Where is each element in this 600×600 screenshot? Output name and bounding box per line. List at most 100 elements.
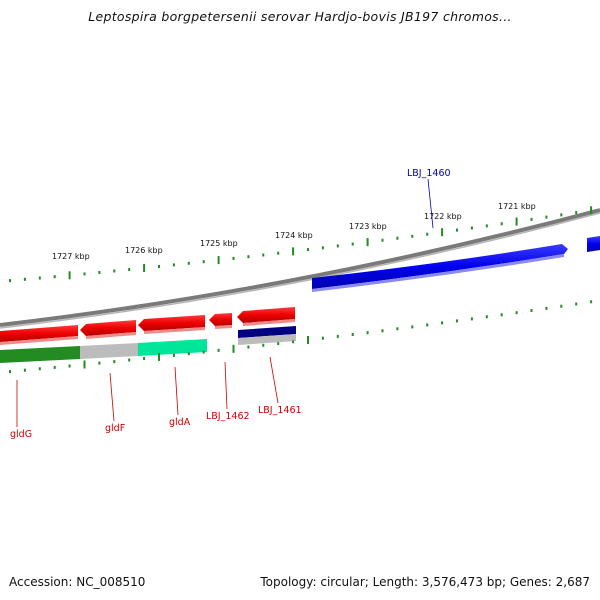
lower-ring-minor-tick <box>143 357 146 360</box>
lower-ring-minor-tick <box>217 348 220 352</box>
cog-feature-gldF <box>80 343 138 359</box>
scale-ticks-lower <box>9 300 593 374</box>
upper-ring-minor-tick <box>530 217 533 221</box>
scale-ticks-upper <box>9 206 593 283</box>
gene-gldA[interactable] <box>138 315 205 331</box>
upper-ring-major-tick <box>68 271 71 280</box>
lower-ring-minor-tick <box>187 352 190 356</box>
lower-ring-minor-tick <box>292 340 295 344</box>
lower-ring-minor-tick <box>590 300 593 304</box>
leader-gldF <box>109 372 115 422</box>
gene-label-gldA[interactable]: gldA <box>169 417 191 428</box>
scale-label-1721: 1721 kbp <box>498 202 536 211</box>
upper-ring-minor-tick <box>381 238 384 242</box>
gene-label-lbj1460[interactable]: LBJ_1460 <box>407 168 451 179</box>
cog-feature-gldG <box>0 346 80 363</box>
scale-label-1722: 1722 kbp <box>424 212 462 221</box>
lower-ring-major-tick <box>232 344 235 353</box>
upper-ring-minor-tick <box>545 215 548 219</box>
lower-ring-major-tick <box>83 360 86 369</box>
upper-ring-minor-tick <box>456 228 458 232</box>
lower-ring-minor-tick <box>172 353 175 357</box>
lower-ring-minor-tick <box>277 342 280 346</box>
lower-ring-minor-tick <box>53 365 56 369</box>
upper-ring-minor-tick <box>98 271 101 274</box>
gene-label-lbj1462[interactable]: LBJ_1462 <box>206 411 250 422</box>
upper-ring-minor-tick <box>396 236 399 240</box>
scale-label-1726: 1726 kbp <box>125 246 163 255</box>
upper-ring-minor-tick <box>172 263 175 267</box>
upper-ring-minor-tick <box>307 248 309 252</box>
upper-ring-minor-tick <box>113 269 116 273</box>
lower-ring-minor-tick <box>9 370 11 374</box>
upper-ring-minor-tick <box>500 222 503 226</box>
scale-label-1725: 1725 kbp <box>200 239 238 248</box>
upper-ring-major-tick <box>441 228 444 237</box>
upper-ring-major-tick <box>590 206 593 215</box>
gene-label-gldF[interactable]: gldF <box>105 423 125 434</box>
lower-ring-minor-tick <box>128 358 131 362</box>
upper-ring-minor-tick <box>262 253 265 257</box>
upper-ring-minor-tick <box>247 255 250 259</box>
scale-label-1724: 1724 kbp <box>275 231 313 240</box>
lower-ring-minor-tick <box>515 311 518 315</box>
gene-lbj1460[interactable] <box>312 244 568 289</box>
upper-ring-minor-tick <box>232 256 235 260</box>
upper-ring-minor-tick <box>321 246 324 250</box>
lower-ring-minor-tick <box>38 367 41 371</box>
chromosome-backbone-outer <box>0 208 600 327</box>
lower-ring-minor-tick <box>23 368 26 372</box>
upper-ring-minor-tick <box>411 234 414 238</box>
upper-ring-major-tick <box>143 264 146 272</box>
accession-info: Accession: NC_008510 <box>9 575 146 589</box>
lower-ring-minor-tick <box>113 360 116 364</box>
gene-forward-right-edge[interactable] <box>587 236 600 252</box>
upper-ring-minor-tick <box>485 224 488 228</box>
upper-ring-minor-tick <box>128 268 131 271</box>
gene-label-gldG[interactable]: gldG <box>10 429 32 440</box>
lower-ring-minor-tick <box>351 333 354 336</box>
lower-ring-minor-tick <box>560 304 563 308</box>
upper-ring-minor-tick <box>336 244 339 248</box>
genome-stats: Topology: circular; Length: 3,576,473 bp… <box>260 575 590 589</box>
upper-ring-minor-tick <box>9 279 11 283</box>
lower-ring-minor-tick <box>545 306 548 310</box>
leader-gldA <box>174 366 179 416</box>
lower-ring-minor-tick <box>321 336 324 340</box>
lower-ring-minor-tick <box>411 325 414 329</box>
lower-ring-minor-tick <box>456 319 458 323</box>
upper-ring-minor-tick <box>158 265 160 268</box>
gene-lbj1461[interactable] <box>237 307 295 323</box>
upper-ring-minor-tick <box>23 277 26 281</box>
map-title: Leptospira borgpetersenii serovar Hardjo… <box>88 9 512 24</box>
lower-ring-minor-tick <box>247 345 250 349</box>
gene-label-lbj1461[interactable]: LBJ_1461 <box>258 405 302 416</box>
upper-ring-minor-tick <box>202 260 205 264</box>
upper-ring-minor-tick <box>53 275 56 279</box>
lower-ring-major-tick <box>158 352 160 361</box>
upper-ring-minor-tick <box>426 232 429 236</box>
gene-gldF[interactable] <box>80 320 136 336</box>
cog-feature-gldA <box>138 339 207 356</box>
lower-ring-minor-tick <box>366 331 369 335</box>
leader-lbj1460 <box>427 178 434 229</box>
leader-lbj1461 <box>269 356 279 404</box>
lower-ring-major-tick <box>307 336 309 344</box>
lower-ring-minor-tick <box>530 309 533 312</box>
upper-ring-minor-tick <box>277 251 280 255</box>
lower-ring-minor-tick <box>500 313 503 317</box>
lower-ring-minor-tick <box>470 317 473 321</box>
upper-ring-minor-tick <box>83 272 86 276</box>
lower-ring-minor-tick <box>68 364 71 368</box>
lower-ring-minor-tick <box>381 329 384 333</box>
upper-ring-major-tick <box>366 238 369 247</box>
gene-gldG[interactable] <box>0 325 78 342</box>
lower-ring-minor-tick <box>426 323 429 327</box>
upper-ring-minor-tick <box>351 242 354 246</box>
scale-label-1727: 1727 kbp <box>52 252 90 261</box>
cog-feature-lbj1461-lower <box>238 334 296 345</box>
gene-lbj1462[interactable] <box>209 313 232 326</box>
gene-lbj1460-shadow <box>312 254 564 292</box>
lower-ring-minor-tick <box>98 361 101 365</box>
